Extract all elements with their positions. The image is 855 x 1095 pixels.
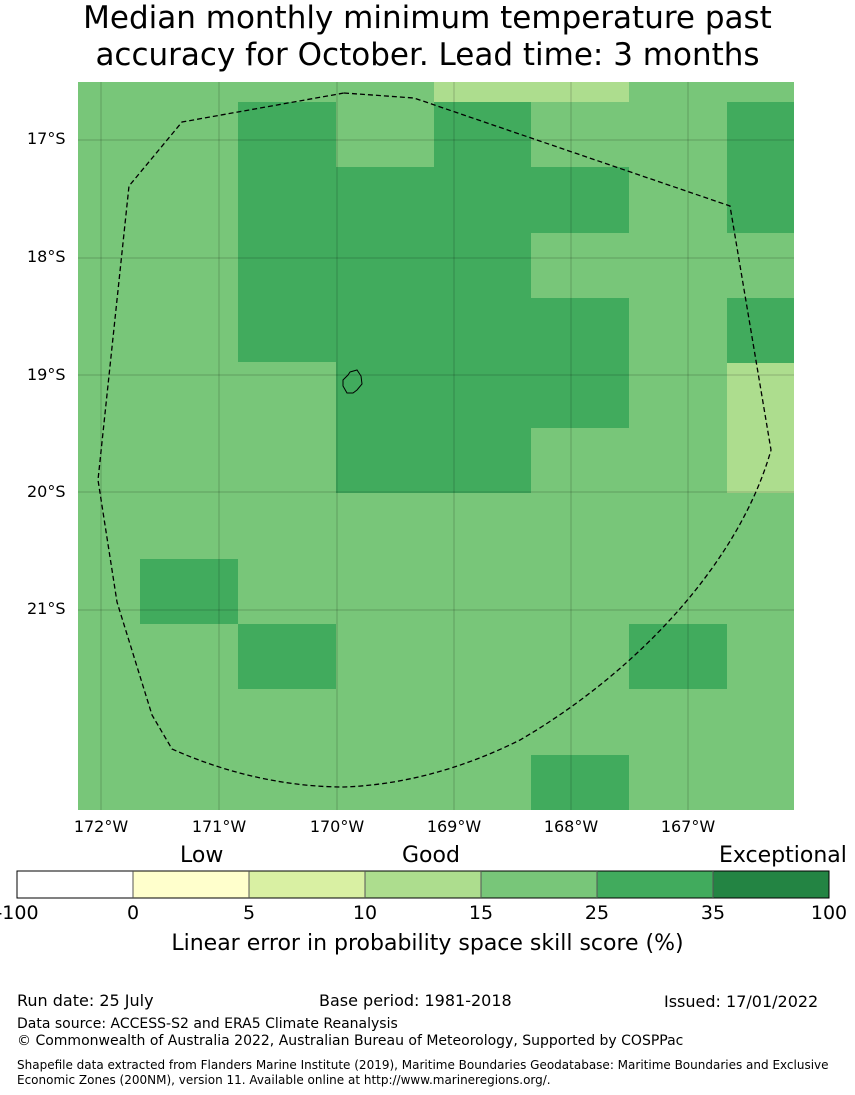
map-cell — [434, 102, 531, 493]
lat-label: 19°S — [27, 365, 66, 384]
shapefile-note: Shapefile data extracted from Flanders M… — [17, 1058, 829, 1087]
colorbar-segment — [597, 871, 713, 898]
colorbar — [16, 870, 830, 899]
map-cell — [727, 363, 794, 493]
map-cell — [531, 167, 629, 233]
title-line-1: Median monthly minimum temperature past — [83, 0, 772, 36]
lon-label: 167°W — [660, 817, 716, 836]
island-outline — [342, 369, 363, 394]
map-cell — [238, 624, 336, 689]
colorbar-segment — [17, 871, 133, 898]
colorbar-frame — [16, 870, 830, 899]
colorbar-segment — [481, 871, 597, 898]
chart-title: Median monthly minimum temperature past … — [0, 0, 855, 74]
map-cell — [727, 298, 794, 363]
map-cell — [531, 298, 629, 428]
colorbar-tick-label: 25 — [584, 902, 610, 924]
lat-label: 17°S — [27, 129, 66, 148]
lat-label: 20°S — [27, 482, 66, 501]
lon-label: 169°W — [426, 817, 482, 836]
colorbar-tick-label: 10 — [352, 902, 378, 924]
colorbar-tick-label: 100 — [810, 902, 848, 924]
map-cell — [140, 559, 238, 624]
colorbar-segment — [713, 871, 829, 898]
run-date: Run date: 25 July — [17, 991, 154, 1010]
colorbar-tick-label: 0 — [126, 902, 140, 924]
data-source: Data source: ACCESS-S2 and ERA5 Climate … — [17, 1016, 398, 1032]
map-cell — [727, 102, 794, 233]
colorbar-tick-label: 5 — [242, 902, 256, 924]
lat-label: 18°S — [27, 247, 66, 266]
map-cell — [336, 167, 434, 493]
colorbar-segment — [249, 871, 365, 898]
base-period: Base period: 1981-2018 — [319, 991, 512, 1010]
eez-boundary — [97, 92, 772, 788]
colorbar-title: Linear error in probability space skill … — [171, 931, 684, 956]
lon-label: 170°W — [309, 817, 365, 836]
lon-label: 168°W — [543, 817, 599, 836]
copyright: © Commonwealth of Australia 2022, Austra… — [17, 1033, 684, 1049]
map-cell — [629, 624, 727, 689]
colorbar-tick-label: 15 — [468, 902, 494, 924]
map-cell — [434, 82, 629, 102]
lon-label: 172°W — [73, 817, 129, 836]
category-label-good: Good — [402, 843, 460, 868]
colorbar-segment — [133, 871, 249, 898]
colorbar-segment — [365, 871, 481, 898]
category-label-exceptional: Exceptional — [719, 843, 847, 868]
colorbar-tick-label: 35 — [700, 902, 726, 924]
lon-label: 171°W — [191, 817, 247, 836]
colorbar-tick-label: -100 — [0, 902, 39, 924]
category-label-low: Low — [180, 843, 224, 868]
issued-date: Issued: 17/01/2022 — [664, 992, 819, 1011]
map-cell — [238, 102, 336, 362]
lat-label: 21°S — [27, 599, 66, 618]
map-cell — [531, 755, 629, 810]
skill-cells — [140, 82, 794, 810]
title-line-2: accuracy for October. Lead time: 3 month… — [95, 37, 760, 73]
